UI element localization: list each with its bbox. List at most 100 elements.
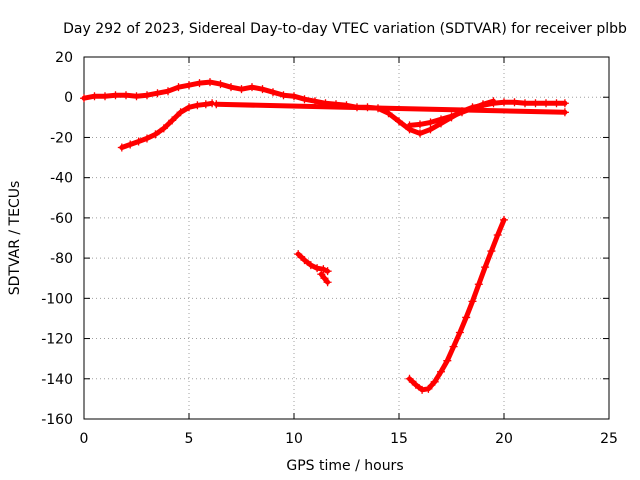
data-point xyxy=(320,274,329,283)
x-axis-label: GPS time / hours xyxy=(286,458,403,474)
data-point xyxy=(201,100,210,109)
grid-lines xyxy=(84,57,609,419)
data-point xyxy=(117,143,126,152)
data-point xyxy=(416,120,424,129)
data-point xyxy=(426,118,435,127)
data-point xyxy=(405,374,414,383)
data-point xyxy=(206,78,214,87)
data-point xyxy=(90,92,99,101)
data-point xyxy=(269,88,277,97)
series-trail xyxy=(213,101,568,115)
data-point xyxy=(319,265,328,274)
data-point xyxy=(447,112,456,121)
data-point xyxy=(300,95,309,104)
data-point xyxy=(395,117,403,126)
data-point xyxy=(487,247,496,256)
axis-ticks: 0 5 10 15 20 25 -160 -140 -120 -100 -80 -60 -40 -20 0 2… xyxy=(41,50,618,447)
data-point xyxy=(143,91,151,100)
data-point xyxy=(416,129,424,138)
data-point xyxy=(405,121,414,130)
x-tick-label: 20 xyxy=(495,431,513,447)
data-point xyxy=(159,124,168,133)
data-point xyxy=(216,80,225,89)
data-point xyxy=(193,101,202,110)
data-point xyxy=(306,261,315,270)
data-point xyxy=(317,270,326,279)
data-point xyxy=(168,116,177,125)
data-point xyxy=(151,130,160,139)
data-point xyxy=(300,256,309,265)
data-point xyxy=(418,385,427,394)
data-point xyxy=(542,99,550,108)
data-point xyxy=(455,328,464,337)
data-point xyxy=(437,115,445,124)
data-point xyxy=(479,100,487,109)
y-tick-label: -40 xyxy=(50,171,73,187)
data-point xyxy=(143,134,151,143)
x-tick-label: 25 xyxy=(600,431,618,447)
data-point xyxy=(430,377,439,386)
data-point xyxy=(493,230,502,239)
data-point xyxy=(311,97,319,106)
data-point xyxy=(279,91,288,100)
data-point xyxy=(531,99,540,108)
data-point xyxy=(80,94,88,103)
data-point xyxy=(323,278,332,287)
data-point xyxy=(411,380,420,389)
data-point xyxy=(560,99,569,108)
data-point xyxy=(111,91,120,100)
data-point xyxy=(185,103,193,112)
data-point xyxy=(443,356,452,365)
data-point xyxy=(462,313,471,322)
chart-title: Day 292 of 2023, Sidereal Day-to-day VTE… xyxy=(63,21,627,37)
series-segment-10h xyxy=(294,250,332,276)
y-tick-label: -100 xyxy=(41,291,73,307)
data-point xyxy=(174,83,183,92)
data-point xyxy=(258,85,267,94)
data-point xyxy=(510,98,519,107)
data-point xyxy=(248,83,256,92)
data-point xyxy=(227,83,235,92)
series-segment-11h-tail xyxy=(317,270,332,287)
data-point xyxy=(176,108,185,117)
x-tick-label: 0 xyxy=(80,431,89,447)
data-point xyxy=(153,89,162,98)
data-point xyxy=(237,85,246,94)
y-tick-label: 20 xyxy=(55,50,73,66)
data-point xyxy=(126,140,135,149)
y-tick-label: -60 xyxy=(50,211,73,227)
data-point xyxy=(481,263,490,272)
y-axis-label: SDTVAR / TECUs xyxy=(7,181,23,296)
data-point xyxy=(500,215,508,224)
y-tick-label: -160 xyxy=(41,412,73,428)
data-point xyxy=(290,92,298,101)
data-point xyxy=(552,99,561,108)
y-tick-label: 0 xyxy=(64,90,73,106)
data-point xyxy=(489,97,498,106)
data-point xyxy=(164,87,172,96)
data-point xyxy=(437,367,445,376)
x-tick-label: 5 xyxy=(185,431,194,447)
plot-frame xyxy=(83,56,610,420)
x-tick-label: 15 xyxy=(390,431,408,447)
y-tick-label: -80 xyxy=(50,251,73,267)
data-point xyxy=(468,297,477,306)
data-point xyxy=(426,125,435,134)
data-point xyxy=(185,81,193,90)
y-tick-label: -20 xyxy=(50,130,73,146)
data-point xyxy=(132,92,141,101)
y-tick-label: -120 xyxy=(41,332,73,348)
data-point xyxy=(101,92,109,101)
data-point xyxy=(500,98,508,107)
series-rising-arc xyxy=(117,99,217,152)
series-deep-dip xyxy=(405,215,508,394)
data-point xyxy=(474,280,483,289)
data-point xyxy=(449,342,458,351)
data-points xyxy=(80,78,569,394)
data-point xyxy=(294,250,303,259)
data-point xyxy=(560,108,569,117)
data-point xyxy=(122,91,130,100)
data-point xyxy=(195,79,204,88)
